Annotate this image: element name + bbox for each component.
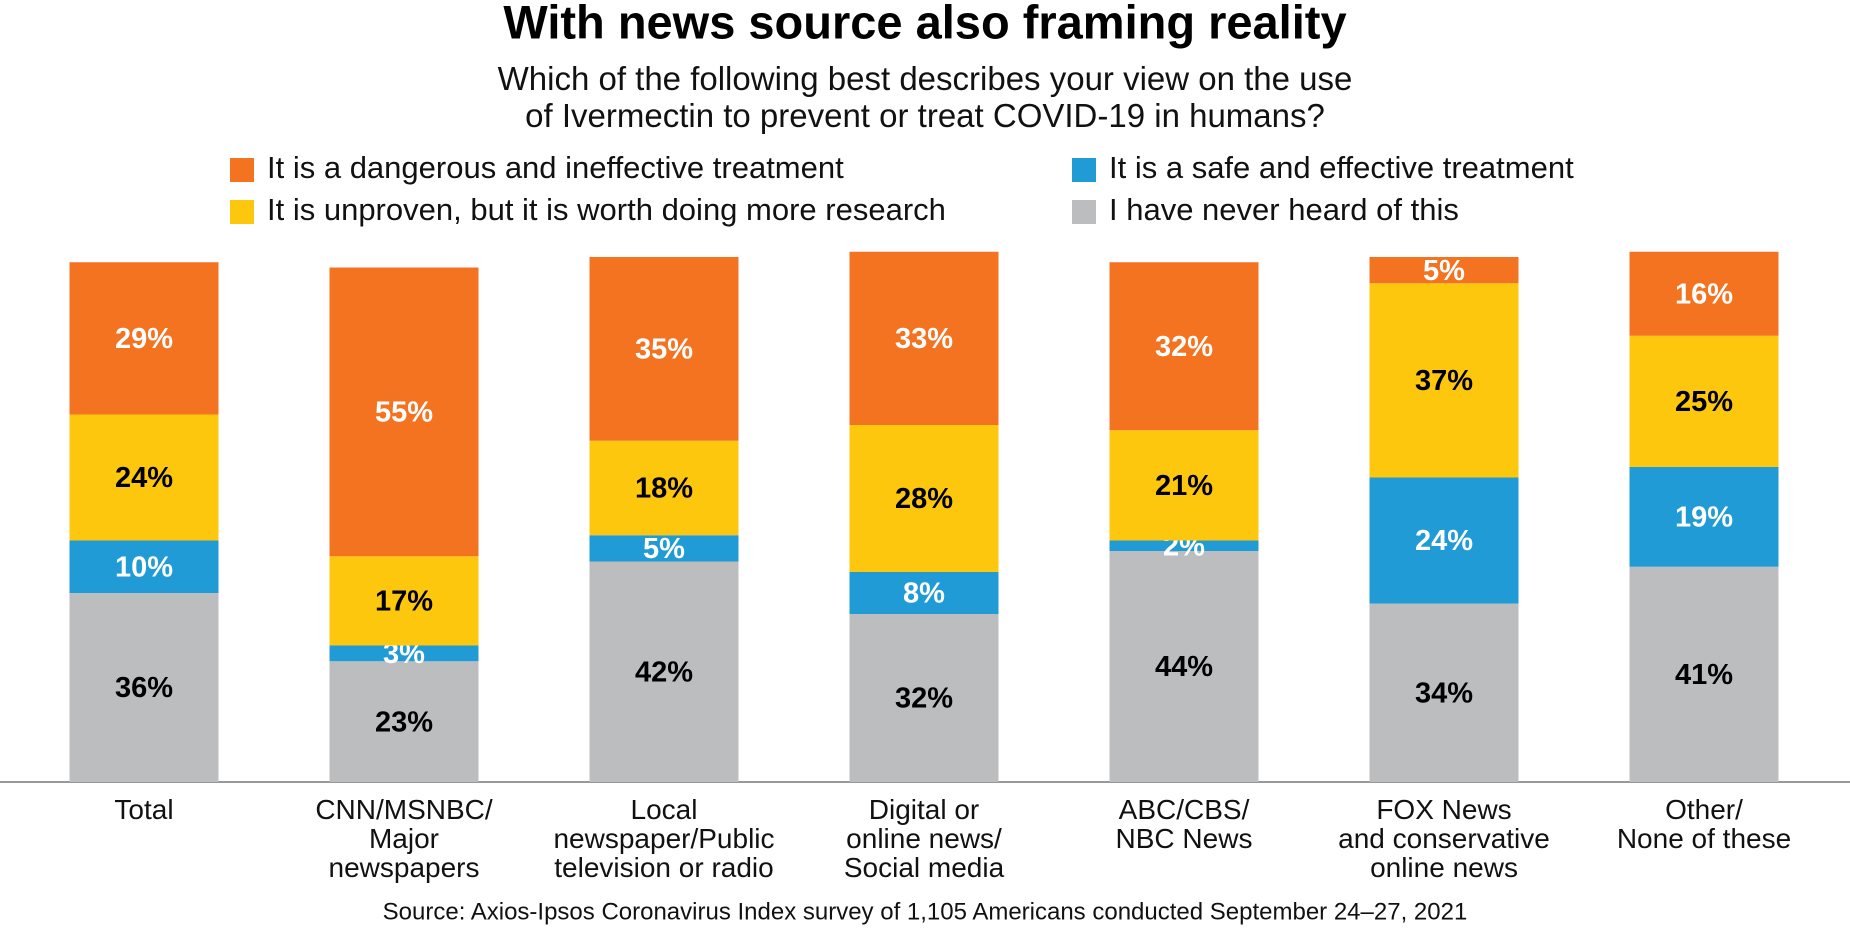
value-label: 29% (115, 323, 173, 355)
bar-segment (1109, 540, 1259, 551)
x-tick-label: Digital or online news/ Social media (843, 794, 1005, 883)
legend-label: It is unproven, but it is worth doing mo… (267, 192, 946, 227)
bar-segment (589, 535, 739, 562)
value-label: 16% (1675, 278, 1733, 310)
bar-segment (1629, 251, 1779, 336)
value-label: 32% (895, 683, 953, 715)
bar-segment (329, 645, 479, 662)
value-label: 5% (1423, 255, 1465, 287)
value-label: 41% (1675, 659, 1733, 691)
bar-segment (69, 414, 219, 541)
bar-segment (589, 257, 739, 441)
value-label: 34% (1415, 677, 1473, 709)
x-tick-label: Other/ None of these (1616, 794, 1792, 854)
value-label: 8% (903, 578, 945, 610)
x-tick-label: Total (114, 794, 174, 825)
bar-segment (849, 614, 999, 782)
chart-subtitle: Which of the following best describes yo… (497, 60, 1353, 134)
bar-segment (1629, 335, 1779, 467)
value-label: 36% (115, 672, 173, 704)
bar-segment (1369, 257, 1519, 284)
bar-segment (329, 661, 479, 782)
bar-segment (329, 556, 479, 646)
x-tick-label: CNN/MSNBC/ Major newspapers (315, 794, 493, 883)
x-tick-label: ABC/CBS/ NBC News (1115, 794, 1253, 854)
bar-segment (1109, 430, 1259, 541)
value-label: 17% (375, 586, 433, 618)
legend-label: It is a dangerous and ineffective treatm… (267, 150, 844, 185)
value-label: 19% (1675, 502, 1733, 534)
legend-label: I have never heard of this (1109, 192, 1459, 227)
bar-segment (69, 540, 219, 593)
value-label: 24% (1415, 525, 1473, 557)
bar-segment (849, 425, 999, 572)
bar-segment (849, 251, 999, 425)
value-label: 37% (1415, 365, 1473, 397)
value-label: 32% (1155, 331, 1213, 363)
value-label: 44% (1155, 651, 1213, 683)
bar-segment (849, 572, 999, 614)
value-label: 55% (375, 397, 433, 429)
value-label: 5% (643, 533, 685, 565)
source: Source: Axios-Ipsos Coronavirus Index su… (383, 898, 1468, 925)
x-tick-label: FOX News and conservative online news (1338, 794, 1550, 883)
value-label: 35% (635, 334, 693, 366)
value-label: 33% (895, 323, 953, 355)
bar-segment (589, 440, 739, 536)
value-label: 24% (115, 462, 173, 494)
value-label: 25% (1675, 386, 1733, 418)
value-label: 28% (895, 483, 953, 515)
bar-segment (589, 561, 739, 782)
bar-segment (1109, 551, 1259, 782)
legend-label: It is a safe and effective treatment (1109, 150, 1574, 185)
value-label: 18% (635, 473, 693, 505)
bar-segment (1369, 603, 1519, 782)
bar-segment (1109, 262, 1259, 431)
bar-segment (1369, 283, 1519, 478)
bar-segment (1629, 467, 1779, 567)
legend-swatch (1072, 158, 1096, 182)
bar-segment (1629, 566, 1779, 782)
value-label: 42% (635, 656, 693, 688)
chart-title: With news source also framing reality (503, 0, 1346, 48)
bar-segment (1369, 477, 1519, 604)
legend-swatch (230, 158, 254, 182)
legend-swatch (230, 200, 254, 224)
bar-segment (329, 267, 479, 557)
x-tick-label: Local newspaper/Public television or rad… (553, 794, 775, 883)
bar-segment (69, 262, 219, 415)
value-label: 21% (1155, 470, 1213, 502)
value-label: 10% (115, 551, 173, 583)
bar-segment (69, 593, 219, 782)
legend-swatch (1072, 200, 1096, 224)
value-label: 23% (375, 706, 433, 738)
